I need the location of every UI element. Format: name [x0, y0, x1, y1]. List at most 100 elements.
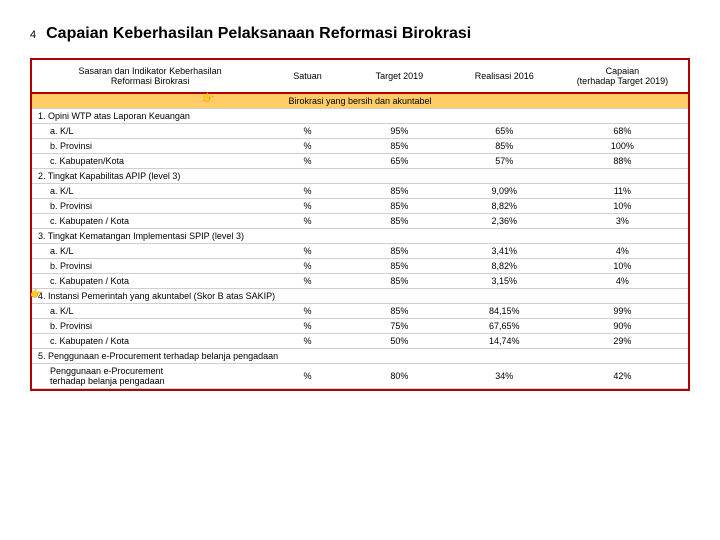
table-cell: 42% [557, 364, 688, 389]
table-cell: % [268, 364, 347, 389]
data-table: Sasaran dan Indikator Keberhasilan Refor… [32, 58, 688, 389]
table-cell: % [268, 259, 347, 274]
col-header-target: Target 2019 [347, 59, 452, 93]
table-row: c. Kabupaten / Kota%85%2,36%3% [32, 214, 688, 229]
table-cell: % [268, 139, 347, 154]
section-row: 👉 Birokrasi yang bersih dan akuntabel [32, 93, 688, 109]
table-cell: % [268, 244, 347, 259]
table-cell: Penggunaan e-Procurement terhadap belanj… [32, 364, 268, 389]
table-cell: 9,09% [452, 184, 557, 199]
table-cell: 85% [347, 184, 452, 199]
table-row: Penggunaan e-Procurement terhadap belanj… [32, 364, 688, 389]
page-number: 4 [30, 29, 36, 41]
group-row: 👉4. Instansi Pemerintah yang akuntabel (… [32, 289, 688, 304]
table-cell: a. K/L [32, 124, 268, 139]
table-row: c. Kabupaten / Kota%50%14,74%29% [32, 334, 688, 349]
table-cell: % [268, 274, 347, 289]
table-cell: 85% [347, 274, 452, 289]
group-label: 5. Penggunaan e-Procurement terhadap bel… [32, 349, 688, 364]
table-cell: % [268, 124, 347, 139]
table-row: c. Kabupaten / Kota%85%3,15%4% [32, 274, 688, 289]
group-label: 👉4. Instansi Pemerintah yang akuntabel (… [32, 289, 688, 304]
table-cell: 100% [557, 139, 688, 154]
table-cell: % [268, 214, 347, 229]
table-cell: b. Provinsi [32, 139, 268, 154]
group-row: 5. Penggunaan e-Procurement terhadap bel… [32, 349, 688, 364]
table-cell: % [268, 184, 347, 199]
table-cell: b. Provinsi [32, 319, 268, 334]
table-cell: 85% [347, 244, 452, 259]
table-cell: 50% [347, 334, 452, 349]
table-cell: 2,36% [452, 214, 557, 229]
table-row: a. K/L%85%84,15%99% [32, 304, 688, 319]
group-label: 2. Tingkat Kapabilitas APIP (level 3) [32, 169, 688, 184]
table-cell: 3,15% [452, 274, 557, 289]
table-row: a. K/L%85%9,09%11% [32, 184, 688, 199]
table-cell: 14,74% [452, 334, 557, 349]
table-row: c. Kabupaten/Kota%65%57%88% [32, 154, 688, 169]
table-cell: % [268, 304, 347, 319]
table-cell: % [268, 319, 347, 334]
table-cell: 88% [557, 154, 688, 169]
table-cell: 4% [557, 244, 688, 259]
group-row: 1. Opini WTP atas Laporan Keuangan [32, 109, 688, 124]
group-row: 3. Tingkat Kematangan Implementasi SPIP … [32, 229, 688, 244]
header-row: Sasaran dan Indikator Keberhasilan Refor… [32, 59, 688, 93]
table-cell: 57% [452, 154, 557, 169]
table-cell: 90% [557, 319, 688, 334]
table-cell: 95% [347, 124, 452, 139]
table-cell: 34% [452, 364, 557, 389]
table-cell: c. Kabupaten/Kota [32, 154, 268, 169]
table-cell: 67,65% [452, 319, 557, 334]
table-cell: 68% [557, 124, 688, 139]
table-row: b. Provinsi%85%8,82%10% [32, 259, 688, 274]
table-cell: 4% [557, 274, 688, 289]
col-header-realisasi: Realisasi 2016 [452, 59, 557, 93]
table-cell: % [268, 154, 347, 169]
table-cell: 8,82% [452, 259, 557, 274]
hand-icon: 👉 [202, 93, 214, 104]
group-label: 1. Opini WTP atas Laporan Keuangan [32, 109, 688, 124]
table-cell: % [268, 334, 347, 349]
table-cell: b. Provinsi [32, 199, 268, 214]
col-header-indicator: Sasaran dan Indikator Keberhasilan Refor… [32, 59, 268, 93]
table-cell: 29% [557, 334, 688, 349]
table-cell: 85% [347, 259, 452, 274]
table-cell: % [268, 199, 347, 214]
table-cell: c. Kabupaten / Kota [32, 214, 268, 229]
table-row: a. K/L%95%65%68% [32, 124, 688, 139]
table-cell: a. K/L [32, 184, 268, 199]
table-body: 👉 Birokrasi yang bersih dan akuntabel 1.… [32, 93, 688, 389]
table-cell: 3,41% [452, 244, 557, 259]
table-cell: 65% [347, 154, 452, 169]
table-cell: c. Kabupaten / Kota [32, 334, 268, 349]
table-cell: 85% [347, 139, 452, 154]
table-cell: 65% [452, 124, 557, 139]
table-cell: c. Kabupaten / Kota [32, 274, 268, 289]
table-cell: 10% [557, 259, 688, 274]
table-row: b. Provinsi%85%85%100% [32, 139, 688, 154]
table-cell: 8,82% [452, 199, 557, 214]
table-wrapper: Sasaran dan Indikator Keberhasilan Refor… [30, 58, 690, 391]
table-cell: 85% [347, 199, 452, 214]
table-row: b. Provinsi%85%8,82%10% [32, 199, 688, 214]
table-cell: 84,15% [452, 304, 557, 319]
table-cell: a. K/L [32, 304, 268, 319]
table-cell: 85% [347, 304, 452, 319]
page-title: Capaian Keberhasilan Pelaksanaan Reforma… [46, 25, 471, 43]
table-cell: b. Provinsi [32, 259, 268, 274]
table-cell: 10% [557, 199, 688, 214]
table-row: b. Provinsi%75%67,65%90% [32, 319, 688, 334]
hand-icon: 👉 [30, 289, 42, 300]
table-cell: 11% [557, 184, 688, 199]
table-cell: 80% [347, 364, 452, 389]
group-row: 2. Tingkat Kapabilitas APIP (level 3) [32, 169, 688, 184]
col-header-capaian: Capaian (terhadap Target 2019) [557, 59, 688, 93]
table-cell: 85% [347, 214, 452, 229]
table-cell: 99% [557, 304, 688, 319]
table-row: a. K/L%85%3,41%4% [32, 244, 688, 259]
group-label: 3. Tingkat Kematangan Implementasi SPIP … [32, 229, 688, 244]
table-cell: a. K/L [32, 244, 268, 259]
table-cell: 75% [347, 319, 452, 334]
table-cell: 3% [557, 214, 688, 229]
